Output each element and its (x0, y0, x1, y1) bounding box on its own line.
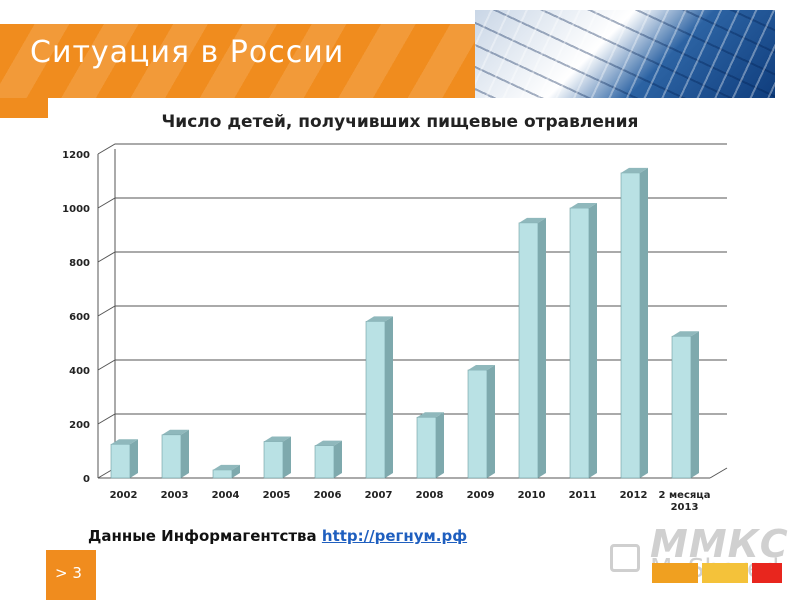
bar (314, 440, 342, 479)
label-layer: 0 200 400 600 800 1000 1200 2002 2003 2004 2005 200… (62, 150, 710, 513)
building-photo (475, 10, 775, 110)
bar (263, 436, 291, 479)
chart-title: Число детей, получивших пищевые отравлен… (161, 112, 639, 132)
footer-square-red (752, 563, 782, 583)
bar-side (334, 440, 342, 478)
bar (569, 203, 597, 479)
bar-front (365, 321, 386, 479)
bar-side (130, 439, 138, 478)
bar-top (162, 429, 189, 435)
bar-front (263, 441, 284, 479)
bar-side (283, 436, 291, 478)
bar-top (366, 316, 393, 322)
gridline (97, 197, 727, 209)
bar-front (416, 416, 437, 479)
footer-square-yellow (702, 563, 748, 583)
x-tick-label: 2007 (365, 490, 393, 501)
bar-side (232, 464, 240, 478)
x-tick-label: 2009 (467, 490, 495, 501)
bar-side (589, 203, 597, 478)
x-tick-label: 2004 (212, 490, 240, 501)
bar-top (111, 439, 138, 445)
y-tick-label: 400 (69, 366, 90, 377)
y-tick-label: 200 (69, 420, 90, 431)
bar-front (671, 335, 692, 479)
bar-top (570, 203, 597, 208)
bar (671, 331, 699, 479)
bar-top (264, 436, 291, 442)
bar-side (487, 365, 495, 478)
bar-side (538, 217, 546, 478)
bar (620, 167, 648, 479)
bar (467, 365, 495, 479)
bar-side (436, 412, 444, 478)
source-note: Данные Информагентства http://регнум.рф (88, 527, 467, 545)
bar-side (691, 331, 699, 478)
source-link[interactable]: http://регнум.рф (321, 527, 468, 545)
x-tick-label: 2008 (416, 490, 444, 501)
bar-side (640, 167, 648, 478)
page-number-box: > 3 (46, 550, 96, 600)
bar-front (569, 207, 590, 479)
bar-layer (110, 167, 699, 479)
bar (110, 439, 138, 479)
bar-top (213, 464, 240, 470)
x-tick-label: 2005 (263, 490, 291, 501)
bar-front (518, 222, 539, 479)
bar-front (314, 445, 335, 479)
bar-top (468, 365, 495, 370)
x-tick-label: 2 месяца 2013 (659, 490, 711, 513)
y-tick-label: 1000 (62, 204, 90, 215)
bar-front (110, 443, 131, 479)
bar (212, 464, 240, 479)
y-tick-label: 0 (83, 474, 90, 485)
x-tick-label: 2006 (314, 490, 342, 501)
gridline (97, 143, 727, 155)
footer-square-orange (652, 563, 698, 583)
bar-top (417, 412, 444, 418)
x-tick-label: 2003 (161, 490, 189, 501)
bar-top (315, 440, 342, 446)
bar-front (620, 172, 641, 479)
logo-brand: ММКС (650, 522, 789, 566)
left-accent (0, 98, 48, 118)
bar-side (181, 429, 189, 478)
bar-front (161, 434, 182, 479)
bar-front (212, 469, 233, 479)
bar (518, 217, 546, 479)
bar-front (467, 369, 488, 479)
y-tick-label: 1200 (62, 150, 90, 161)
floor-right (709, 467, 728, 479)
bar (365, 316, 393, 479)
bar (161, 429, 189, 479)
bar-top (672, 331, 699, 337)
source-prefix: Данные Информагентства (88, 527, 322, 545)
bar (416, 412, 444, 479)
bar-top (519, 217, 546, 223)
y-tick-label: 800 (69, 258, 90, 269)
bar-side (385, 316, 393, 478)
x-tick-label: 2010 (518, 490, 546, 501)
x-tick-label: 2002 (110, 490, 138, 501)
slide-title: Ситуация в России (30, 35, 345, 70)
bar-top (621, 167, 648, 173)
y-tick-label: 600 (69, 312, 90, 323)
page-number: > 3 (55, 564, 82, 582)
x-tick-label: 2011 (569, 490, 597, 501)
x-tick-label: 2012 (620, 490, 648, 501)
presentation-icon (610, 544, 640, 572)
